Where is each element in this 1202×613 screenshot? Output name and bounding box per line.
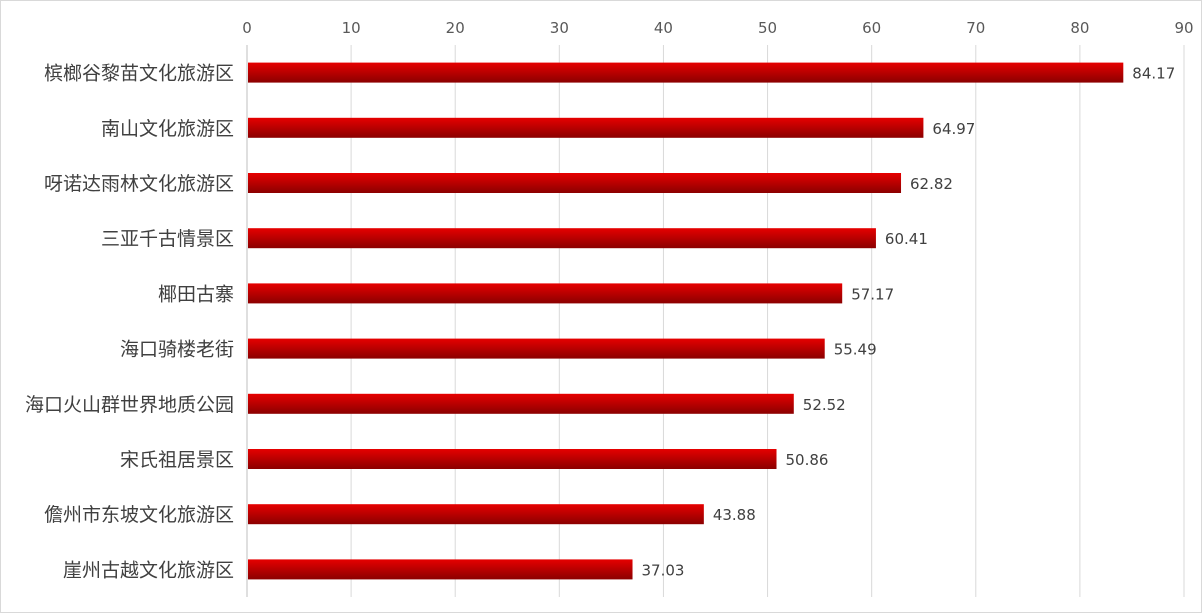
bars [248, 62, 1124, 580]
x-tick-label: 70 [966, 19, 985, 37]
data-label: 62.82 [910, 175, 953, 193]
x-tick-label: 90 [1174, 19, 1193, 37]
bar [248, 504, 704, 525]
bar [248, 338, 825, 359]
x-tick-labels: 0 10 20 30 40 50 60 70 80 90 [242, 19, 1193, 37]
bar [248, 173, 902, 193]
x-tick-label: 30 [550, 19, 569, 37]
value-labels: 84.17 64.97 62.82 60.41 57.17 55.49 52.52 50.86… [642, 65, 1176, 580]
category-label: 海口火山群世界地质公园 [25, 394, 234, 416]
category-label: 呀诺达雨林文化旅游区 [44, 173, 234, 195]
data-label: 52.52 [803, 396, 846, 414]
category-labels: 槟榔谷黎苗文化旅游区南山文化旅游区呀诺达雨林文化旅游区三亚千古情景区椰田古寨海口… [25, 63, 234, 582]
category-label: 椰田古寨 [158, 283, 234, 305]
x-tick-label: 80 [1070, 19, 1089, 37]
data-label: 37.03 [642, 561, 685, 579]
category-label: 槟榔谷黎苗文化旅游区 [44, 63, 234, 85]
category-label: 儋州市东坡文化旅游区 [44, 504, 234, 526]
data-label: 50.86 [786, 451, 829, 469]
x-tick-label: 40 [654, 19, 673, 37]
category-label: 崖州古越文化旅游区 [63, 559, 234, 581]
bar [248, 62, 1124, 83]
bar [248, 283, 843, 304]
x-tick-label: 10 [342, 19, 361, 37]
category-label: 海口骑楼老街 [120, 339, 234, 361]
bar [248, 559, 633, 580]
bar [248, 117, 924, 138]
category-label: 三亚千古情景区 [101, 228, 234, 250]
data-label: 43.88 [713, 506, 756, 524]
bar [248, 393, 794, 414]
data-label: 84.17 [1132, 65, 1175, 83]
data-label: 60.41 [885, 230, 928, 248]
category-label: 南山文化旅游区 [101, 118, 234, 140]
bar [248, 449, 777, 469]
data-label: 57.17 [851, 285, 894, 303]
x-tick-label: 50 [758, 19, 777, 37]
x-tick-label: 0 [242, 19, 252, 37]
category-label: 宋氏祖居景区 [120, 449, 234, 471]
bar [248, 228, 876, 249]
x-tick-label: 20 [446, 19, 465, 37]
data-label: 55.49 [834, 341, 877, 359]
x-tick-label: 60 [862, 19, 881, 37]
data-label: 64.97 [932, 120, 975, 138]
